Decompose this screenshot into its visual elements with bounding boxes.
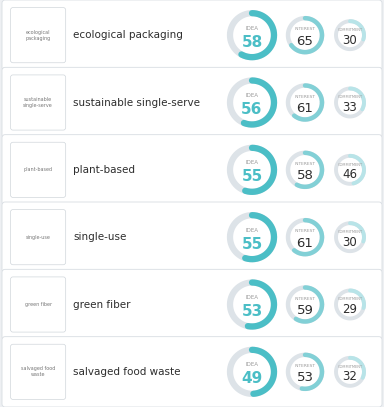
Text: 56: 56: [241, 102, 263, 117]
Text: COMMITMENT: COMMITMENT: [338, 298, 362, 302]
Text: IDEA: IDEA: [245, 160, 258, 165]
Text: green fiber: green fiber: [25, 302, 52, 307]
Text: INTEREST: INTEREST: [295, 94, 316, 98]
Text: single-use: single-use: [73, 232, 127, 242]
Text: INTEREST: INTEREST: [295, 297, 316, 300]
Text: sustainable
single-serve: sustainable single-serve: [23, 97, 53, 108]
Text: 33: 33: [343, 101, 358, 114]
Text: INTEREST: INTEREST: [295, 229, 316, 233]
Text: 61: 61: [296, 236, 313, 249]
FancyBboxPatch shape: [2, 269, 382, 340]
Text: 53: 53: [296, 371, 313, 384]
Text: 65: 65: [296, 35, 313, 48]
Text: 30: 30: [343, 34, 358, 47]
Text: IDEA: IDEA: [245, 26, 258, 31]
Text: 46: 46: [343, 168, 358, 182]
Text: 59: 59: [296, 304, 313, 317]
Text: ecological packaging: ecological packaging: [73, 30, 183, 40]
Text: salvaged food
waste: salvaged food waste: [21, 366, 55, 377]
Text: single-use: single-use: [26, 235, 51, 240]
Text: 29: 29: [343, 303, 358, 316]
Text: 58: 58: [242, 35, 263, 50]
Text: IDEA: IDEA: [245, 295, 258, 300]
FancyBboxPatch shape: [2, 135, 382, 205]
FancyBboxPatch shape: [2, 337, 382, 407]
Text: ecological
packaging: ecological packaging: [25, 30, 51, 41]
Text: INTEREST: INTEREST: [295, 364, 316, 368]
Text: IDEA: IDEA: [245, 228, 258, 233]
Text: 55: 55: [242, 236, 263, 252]
Text: 30: 30: [343, 236, 358, 249]
FancyBboxPatch shape: [10, 210, 66, 265]
Text: salvaged food waste: salvaged food waste: [73, 367, 181, 377]
FancyBboxPatch shape: [2, 0, 382, 70]
Text: COMMITMENT: COMMITMENT: [338, 365, 362, 369]
Text: COMMITMENT: COMMITMENT: [338, 163, 362, 167]
Text: 53: 53: [242, 304, 263, 319]
Text: plant-based: plant-based: [73, 165, 135, 175]
Text: 32: 32: [343, 370, 358, 383]
FancyBboxPatch shape: [10, 8, 66, 63]
Text: green fiber: green fiber: [73, 300, 131, 309]
Text: 55: 55: [242, 169, 263, 184]
FancyBboxPatch shape: [10, 142, 66, 197]
Text: IDEA: IDEA: [245, 362, 258, 368]
Text: 58: 58: [296, 169, 313, 182]
Text: COMMITMENT: COMMITMENT: [338, 96, 362, 99]
Text: COMMITMENT: COMMITMENT: [338, 230, 362, 234]
FancyBboxPatch shape: [10, 344, 66, 399]
FancyBboxPatch shape: [2, 202, 382, 272]
Text: IDEA: IDEA: [245, 93, 258, 98]
Text: plant-based: plant-based: [23, 167, 53, 172]
Text: sustainable single-serve: sustainable single-serve: [73, 98, 200, 107]
FancyBboxPatch shape: [10, 75, 66, 130]
Text: INTEREST: INTEREST: [295, 162, 316, 166]
Text: 61: 61: [296, 102, 313, 115]
Text: 49: 49: [242, 371, 263, 386]
FancyBboxPatch shape: [2, 67, 382, 138]
Text: COMMITMENT: COMMITMENT: [338, 28, 362, 32]
Text: INTEREST: INTEREST: [295, 27, 316, 31]
FancyBboxPatch shape: [10, 277, 66, 332]
